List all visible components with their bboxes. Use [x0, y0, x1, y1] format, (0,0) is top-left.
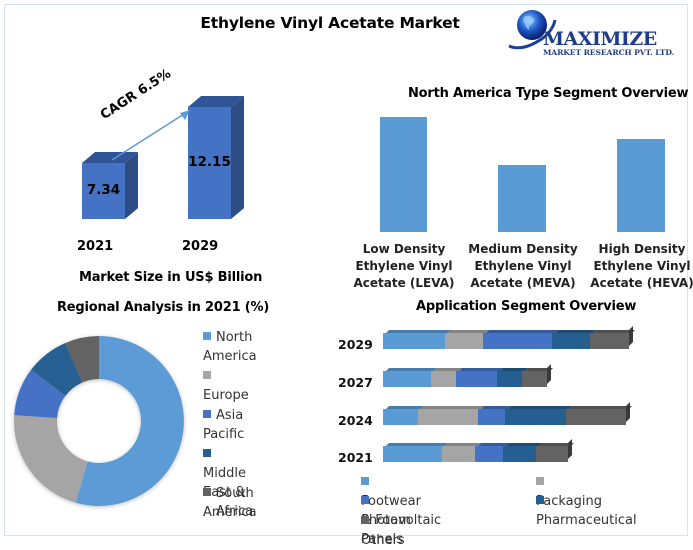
logo-name: MAXIMIZE [543, 28, 657, 50]
value-2029: 12.15 [188, 154, 231, 170]
legend-others: Others [361, 512, 405, 550]
legend-middle-east-africa: Middle East & Africa [203, 445, 253, 521]
stacked-bar-2029 [383, 326, 633, 349]
slice-south-america [65, 336, 99, 383]
logo: MAXIMIZE MARKET RESEARCH PVT. LTD. [505, 8, 687, 58]
stacked-bar-2024 [383, 402, 630, 425]
swatch-icon [536, 496, 544, 504]
globe-icon [508, 10, 557, 50]
regional-title: Regional Analysis in 2021 (%) [57, 300, 270, 315]
swatch-icon [203, 449, 211, 457]
slice-north-america [75, 336, 184, 506]
page-title: Ethylene Vinyl Acetate Market [200, 14, 460, 32]
value-2021: 7.34 [86, 182, 121, 198]
swatch-icon [203, 488, 211, 496]
swatch-icon [361, 516, 369, 524]
year-label-2021: 2021 [338, 450, 373, 465]
slice-asia-pacific [14, 369, 66, 419]
year-2021-label: 2021 [77, 239, 114, 254]
swatch-icon [203, 332, 211, 340]
year-2029-label: 2029 [182, 239, 219, 254]
infographic-frame [4, 4, 688, 536]
year-label-2024: 2024 [338, 413, 373, 428]
market-size-title: Market Size in US$ Billion [79, 270, 263, 285]
category-heva-label: High Density Ethylene Vinyl Acetate (HEV… [590, 242, 693, 290]
year-label-2029: 2029 [338, 337, 373, 352]
slice-middle-east-africa [31, 343, 83, 396]
legend-europe: Europe [203, 367, 249, 405]
stacked-bar-2021 [383, 439, 572, 462]
donut-chart [13, 336, 184, 506]
swatch-icon [536, 477, 544, 485]
swatch-icon [361, 477, 369, 485]
year-label-2027: 2027 [338, 375, 373, 390]
legend-south-america: South America [203, 486, 257, 520]
column-meva [498, 165, 546, 232]
swatch-icon [203, 371, 211, 379]
category-meva-label: Medium Density Ethylene Vinyl Acetate (M… [468, 242, 578, 290]
stacked-bar-2027 [383, 364, 551, 387]
category-leva-label: Low Density Ethylene Vinyl Acetate (LEVA… [353, 242, 455, 290]
slice-europe [13, 415, 88, 503]
bar-2021: 7.34 [82, 152, 139, 220]
swatch-icon [203, 410, 211, 418]
column-heva [617, 139, 665, 232]
legend-packaging: Packaging [536, 473, 602, 511]
logo-subtitle: MARKET RESEARCH PVT. LTD. [543, 48, 675, 57]
legend-asia-pacific: Asia Pacific [203, 408, 245, 442]
legend-pharmaceutical: Pharmaceutical [536, 492, 637, 530]
application-title: Application Segment Overview [416, 299, 637, 314]
legend-north-america: North America [203, 330, 257, 364]
cagr-arrow-icon [111, 110, 190, 161]
legend-footwear-foam: Footwear & Foam [361, 473, 421, 530]
swatch-icon [361, 496, 369, 504]
bar-2029: 12.15 [188, 96, 245, 220]
na-type-title: North America Type Segment Overview [408, 86, 689, 101]
column-leva [380, 117, 427, 232]
